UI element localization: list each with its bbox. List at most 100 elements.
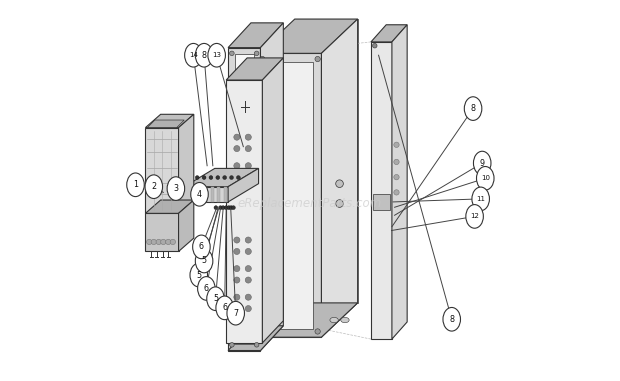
- Circle shape: [234, 146, 240, 152]
- Ellipse shape: [443, 307, 461, 331]
- Circle shape: [234, 237, 240, 243]
- Circle shape: [202, 176, 206, 179]
- Ellipse shape: [185, 43, 202, 67]
- Circle shape: [229, 343, 234, 347]
- Polygon shape: [146, 213, 179, 251]
- Circle shape: [216, 176, 219, 179]
- Polygon shape: [373, 194, 390, 210]
- Circle shape: [214, 206, 218, 210]
- Text: eReplacementParts.com: eReplacementParts.com: [238, 197, 382, 210]
- Circle shape: [234, 277, 240, 283]
- Circle shape: [221, 206, 225, 210]
- Ellipse shape: [474, 151, 491, 175]
- Text: 1: 1: [133, 180, 138, 189]
- Circle shape: [246, 146, 251, 152]
- Circle shape: [229, 176, 233, 179]
- Ellipse shape: [126, 173, 144, 197]
- Circle shape: [234, 266, 240, 272]
- Polygon shape: [190, 187, 193, 202]
- Ellipse shape: [472, 187, 489, 211]
- Text: 3: 3: [174, 184, 179, 193]
- Polygon shape: [146, 200, 194, 213]
- Polygon shape: [392, 25, 407, 339]
- Circle shape: [254, 51, 259, 56]
- Ellipse shape: [195, 249, 213, 273]
- Text: 2: 2: [151, 182, 156, 191]
- Ellipse shape: [216, 296, 233, 320]
- Text: 13: 13: [212, 52, 221, 58]
- Circle shape: [260, 56, 265, 62]
- Text: 8: 8: [450, 315, 454, 324]
- Polygon shape: [371, 25, 407, 42]
- Polygon shape: [262, 58, 283, 343]
- Circle shape: [394, 190, 399, 195]
- Circle shape: [234, 306, 240, 312]
- Polygon shape: [228, 326, 283, 351]
- Circle shape: [335, 200, 343, 207]
- Circle shape: [223, 176, 226, 179]
- Ellipse shape: [464, 97, 482, 120]
- Text: 14: 14: [189, 52, 198, 58]
- Polygon shape: [235, 54, 254, 344]
- Circle shape: [335, 180, 343, 187]
- Text: 9: 9: [480, 158, 485, 168]
- Text: 12: 12: [470, 213, 479, 219]
- Circle shape: [209, 176, 213, 179]
- Circle shape: [373, 43, 377, 48]
- Polygon shape: [228, 168, 259, 202]
- Text: 8: 8: [471, 104, 476, 113]
- Circle shape: [195, 176, 199, 179]
- Circle shape: [219, 206, 223, 210]
- Ellipse shape: [193, 235, 210, 259]
- Text: 6: 6: [199, 242, 204, 251]
- Circle shape: [224, 206, 228, 210]
- Polygon shape: [228, 48, 260, 351]
- Circle shape: [246, 277, 251, 283]
- Polygon shape: [179, 200, 194, 251]
- Polygon shape: [371, 42, 392, 339]
- Text: 5: 5: [213, 294, 218, 303]
- Polygon shape: [146, 114, 194, 128]
- Polygon shape: [226, 80, 262, 343]
- Ellipse shape: [466, 205, 484, 228]
- Text: 8: 8: [202, 51, 206, 60]
- Polygon shape: [228, 23, 283, 48]
- Text: 10: 10: [480, 175, 490, 181]
- Ellipse shape: [167, 177, 185, 200]
- Circle shape: [151, 239, 156, 245]
- Polygon shape: [259, 19, 358, 53]
- Circle shape: [394, 174, 399, 180]
- Circle shape: [246, 294, 251, 300]
- Circle shape: [246, 163, 251, 169]
- Circle shape: [246, 134, 251, 140]
- Text: 4: 4: [197, 190, 202, 199]
- Polygon shape: [148, 120, 184, 128]
- Circle shape: [315, 56, 321, 62]
- Polygon shape: [204, 187, 206, 202]
- Polygon shape: [321, 19, 358, 337]
- Ellipse shape: [198, 277, 215, 300]
- Circle shape: [161, 239, 166, 245]
- Polygon shape: [179, 114, 194, 213]
- Text: 5: 5: [196, 271, 202, 280]
- Polygon shape: [197, 187, 200, 202]
- Ellipse shape: [190, 263, 208, 287]
- Ellipse shape: [145, 175, 162, 199]
- Circle shape: [234, 163, 240, 169]
- Polygon shape: [259, 303, 358, 337]
- Circle shape: [146, 239, 152, 245]
- Polygon shape: [184, 187, 228, 202]
- Ellipse shape: [227, 301, 244, 325]
- Ellipse shape: [208, 43, 226, 67]
- Polygon shape: [218, 187, 221, 202]
- Text: 6: 6: [222, 303, 227, 312]
- Circle shape: [166, 239, 171, 245]
- Circle shape: [234, 174, 240, 180]
- Circle shape: [236, 176, 241, 179]
- Ellipse shape: [330, 317, 339, 323]
- Circle shape: [246, 306, 251, 312]
- Circle shape: [260, 329, 265, 334]
- Circle shape: [231, 206, 236, 210]
- Text: 11: 11: [476, 196, 485, 202]
- Polygon shape: [211, 187, 214, 202]
